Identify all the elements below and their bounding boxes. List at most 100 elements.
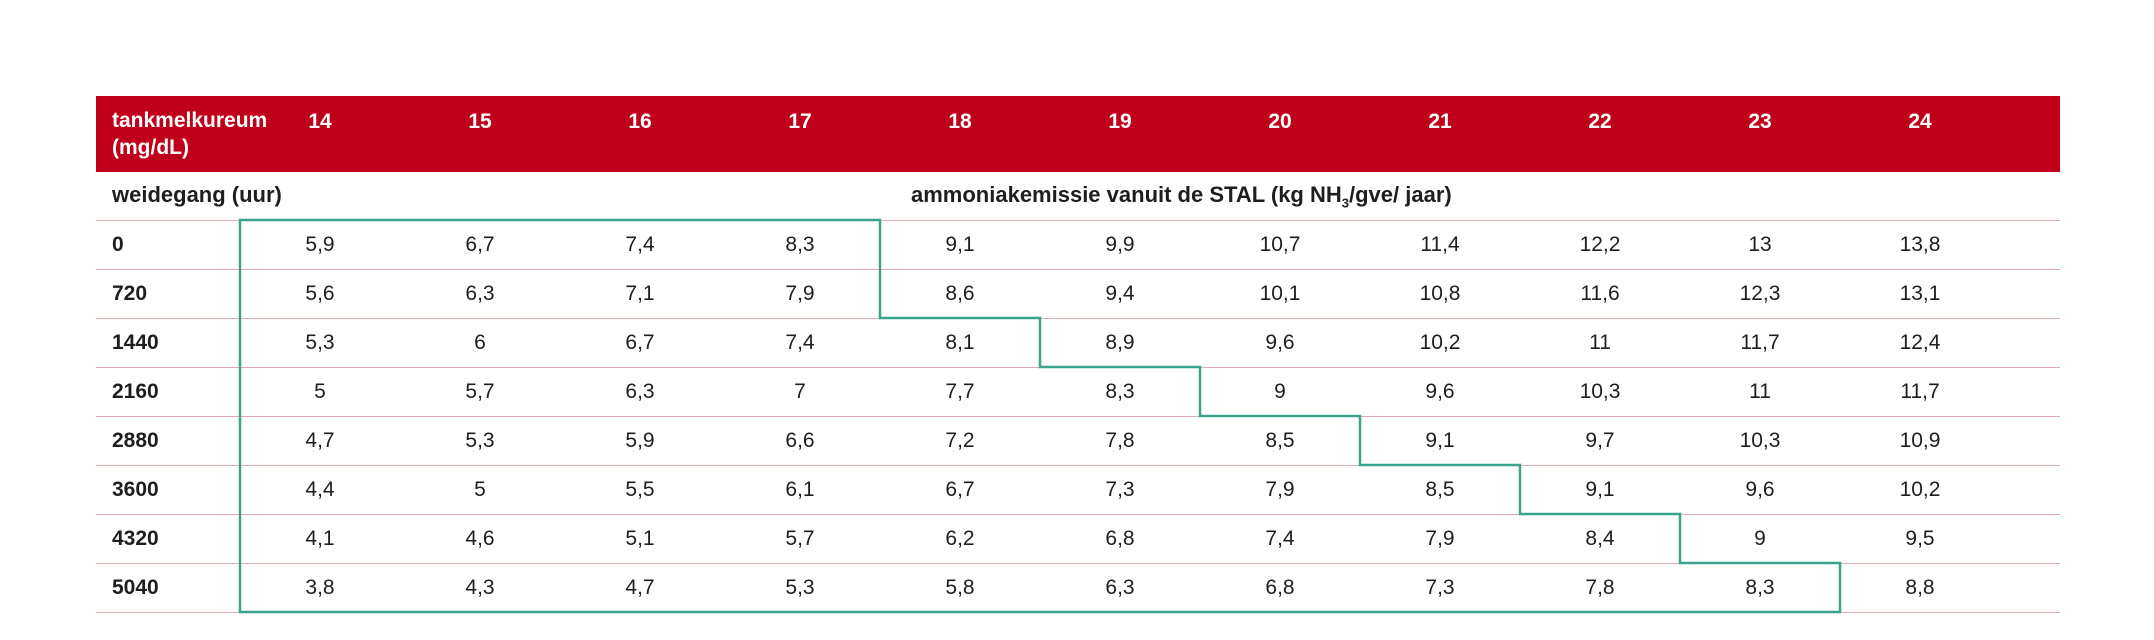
header-cell: 14 [308, 110, 332, 133]
table-cell: 6,7 [945, 478, 975, 501]
table-cell: 7,4 [625, 233, 655, 256]
table-cell: 5,9 [625, 429, 655, 452]
table-cell: 13 [1748, 233, 1772, 256]
table-cell: 10,9 [1899, 429, 1941, 452]
row-header-label: weidegang (uur) [112, 182, 282, 207]
table-cell: 8,8 [1905, 576, 1935, 599]
table-cell: 12,4 [1899, 331, 1941, 354]
table-row: 5040 3,8 4,3 4,7 5,3 5,8 6,3 6,8 7,3 7,8 8,3 8,8 [96, 564, 2060, 613]
table-cell: 5 [474, 478, 486, 501]
table-cell: 8,3 [1745, 576, 1775, 599]
table-cell: 6,3 [465, 282, 495, 305]
table-cell: 9,7 [1585, 429, 1615, 452]
header-cell: 16 [628, 110, 652, 133]
table-cell: 7,9 [1425, 527, 1455, 550]
row-label: 5040 [112, 576, 159, 599]
header-cell: 22 [1588, 110, 1612, 133]
subtitle-suffix: /gve/ jaar) [1349, 182, 1452, 207]
table-cell: 6,3 [625, 380, 655, 403]
table-cell: 7,7 [945, 380, 975, 403]
header-cell: 21 [1428, 110, 1452, 133]
table-subheader-row: weidegang (uur) ammoniakemissie vanuit d… [96, 172, 2060, 221]
subtitle-prefix: ammoniakemissie vanuit de STAL (kg NH [911, 182, 1342, 207]
table-cell: 11 [1589, 331, 1611, 354]
table-cell: 3,8 [305, 576, 335, 599]
table-cell: 4,6 [465, 527, 495, 550]
header-cell: 19 [1108, 110, 1132, 133]
table-cell: 6,8 [1265, 576, 1295, 599]
header-label: tankmelkureum (mg/dL) [112, 107, 267, 161]
table-cell: 8,4 [1585, 527, 1615, 550]
table-cell: 9,5 [1905, 527, 1935, 550]
table-cell: 10,1 [1259, 282, 1301, 305]
table-cell: 7,3 [1105, 478, 1135, 501]
table-cell: 8,5 [1265, 429, 1295, 452]
table-cell: 9,4 [1105, 282, 1135, 305]
table-row: 2160 5 5,7 6,3 7 7,7 8,3 9 9,6 10,3 11 11,7 [96, 368, 2060, 417]
table-cell: 11,7 [1740, 331, 1780, 354]
table-cell: 5,7 [465, 380, 495, 403]
header-label-line1: tankmelkureum [112, 109, 268, 132]
table-cell: 10,3 [1739, 429, 1781, 452]
table-cell: 7 [794, 380, 806, 403]
table-row: 2880 4,7 5,3 5,9 6,6 7,2 7,8 8,5 9,1 9,7 10,3 10,9 [96, 417, 2060, 466]
table-cell: 11 [1749, 380, 1771, 403]
table-row: 720 5,6 6,3 7,1 7,9 8,6 9,4 10,1 10,8 11,6 12,3 13,… [96, 270, 2060, 319]
ammonia-emission-table: tankmelkureum (mg/dL) 14 15 16 17 18 19 … [96, 96, 2060, 614]
table-cell: 5,1 [625, 527, 655, 550]
table-cell: 10,2 [1899, 478, 1941, 501]
table-cell: 6,7 [625, 331, 655, 354]
table-cell: 9 [1274, 380, 1286, 403]
table-cell: 4,1 [305, 527, 335, 550]
table-cell: 4,7 [305, 429, 335, 452]
table-cell: 7,4 [785, 331, 815, 354]
table-cell: 7,9 [1265, 478, 1295, 501]
table-cell: 8,3 [785, 233, 815, 256]
table-subtitle: ammoniakemissie vanuit de STAL (kg NH3/g… [911, 181, 1452, 217]
table-cell: 5 [314, 380, 326, 403]
table-cell: 5,3 [305, 331, 335, 354]
table-cell: 9,1 [1585, 478, 1615, 501]
table-cell: 6,6 [785, 429, 815, 452]
table-cell: 5,5 [625, 478, 655, 501]
table-row: 0 5,9 6,7 7,4 8,3 9,1 9,9 10,7 11,4 12,2 13 13,8 [96, 221, 2060, 270]
table-row: 1440 5,3 6 6,7 7,4 8,1 8,9 9,6 10,2 11 11,7 12,4 [96, 319, 2060, 368]
table-cell: 11,7 [1900, 380, 1940, 403]
row-label: 2160 [112, 380, 159, 403]
table-cell: 7,1 [625, 282, 655, 305]
header-cell: 15 [468, 110, 492, 133]
table-cell: 9,1 [1425, 429, 1455, 452]
table-cell: 8,3 [1105, 380, 1135, 403]
table-cell: 9,6 [1265, 331, 1295, 354]
table-cell: 13,1 [1899, 282, 1941, 305]
row-label: 720 [112, 282, 148, 305]
table-cell: 13,8 [1899, 233, 1941, 256]
table-cell: 5,9 [305, 233, 335, 256]
table-cell: 7,9 [785, 282, 815, 305]
table-cell: 12,3 [1739, 282, 1781, 305]
table-cell: 10,8 [1419, 282, 1461, 305]
table-cell: 6,2 [945, 527, 975, 550]
table-cell: 9,6 [1425, 380, 1455, 403]
table-cell: 4,4 [305, 478, 335, 501]
row-label: 2880 [112, 429, 159, 452]
table-cell: 7,8 [1105, 429, 1135, 452]
table-cell: 10,2 [1419, 331, 1461, 354]
table-cell: 4,7 [625, 576, 655, 599]
table-header-row: tankmelkureum (mg/dL) 14 15 16 17 18 19 … [96, 96, 2060, 172]
row-label: 1440 [112, 331, 159, 354]
table-row: 4320 4,1 4,6 5,1 5,7 6,2 6,8 7,4 7,9 8,4 9 9,5 [96, 515, 2060, 564]
table-cell: 6,3 [1105, 576, 1135, 599]
table-cell: 10,3 [1579, 380, 1621, 403]
row-label: 0 [112, 233, 124, 256]
table-cell: 4,3 [465, 576, 495, 599]
table-cell: 11,4 [1420, 233, 1460, 256]
table-cell: 5,3 [785, 576, 815, 599]
table-cell: 7,3 [1425, 576, 1455, 599]
row-label: 4320 [112, 527, 159, 550]
header-cell: 18 [948, 110, 972, 133]
header-label-line2: (mg/dL) [112, 136, 189, 159]
header-cell: 20 [1268, 110, 1292, 133]
table-cell: 7,4 [1265, 527, 1295, 550]
table-cell: 8,5 [1425, 478, 1455, 501]
